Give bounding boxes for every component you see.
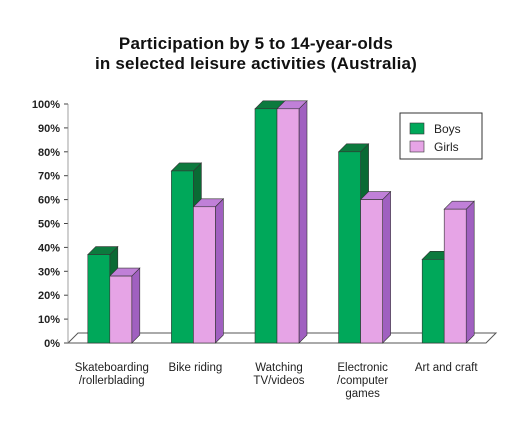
x-category-label: Skateboarding (75, 362, 149, 374)
x-category-label: /computer (337, 375, 388, 387)
bar-boys (421, 259, 445, 344)
legend-swatch-boys (409, 122, 425, 135)
y-tick-label: 60% (38, 195, 60, 207)
bar-girls (109, 275, 133, 344)
y-tick-label: 100% (32, 99, 60, 111)
x-category-label: Art and craft (415, 362, 478, 374)
bar-boys (254, 108, 278, 344)
bar-girls (360, 199, 383, 344)
bar-girls-side (298, 100, 308, 344)
x-category-label: /rollerblading (79, 375, 145, 387)
chart-title-line-2: in selected leisure activities (Australi… (94, 54, 418, 73)
legend-label-girls: Girls (434, 140, 459, 154)
x-category-label: Electronic (337, 362, 388, 374)
bar-girls-side (131, 267, 141, 344)
x-category-label: Bike riding (169, 362, 223, 374)
y-tick-label: 0% (44, 338, 60, 350)
y-tick-label: 70% (38, 171, 60, 183)
legend-swatch-girls (409, 140, 425, 153)
x-category-label: Watching (255, 362, 303, 374)
x-category-label: TV/videos (253, 375, 304, 387)
legend-label-boys: Boys (434, 122, 461, 136)
bar-boys (338, 151, 361, 344)
bar-girls (193, 206, 216, 344)
bar-boys (171, 170, 194, 344)
bar-boys (87, 254, 111, 344)
bar-girls (276, 108, 300, 344)
y-tick-label: 90% (38, 123, 60, 135)
y-tick-label: 40% (38, 242, 60, 254)
y-tick-label: 10% (38, 314, 60, 326)
y-tick-label: 30% (38, 266, 60, 278)
y-tick-label: 50% (38, 219, 60, 231)
bar-girls (443, 208, 467, 344)
bar-girls-side (382, 190, 391, 344)
y-tick-label: 20% (38, 290, 60, 302)
chart-title-line-1: Participation by 5 to 14-year-olds (118, 34, 394, 53)
bar-girls-side (215, 198, 224, 344)
bar-girls-side (465, 200, 475, 344)
x-category-label: games (345, 388, 380, 400)
y-tick-label: 80% (38, 147, 60, 159)
